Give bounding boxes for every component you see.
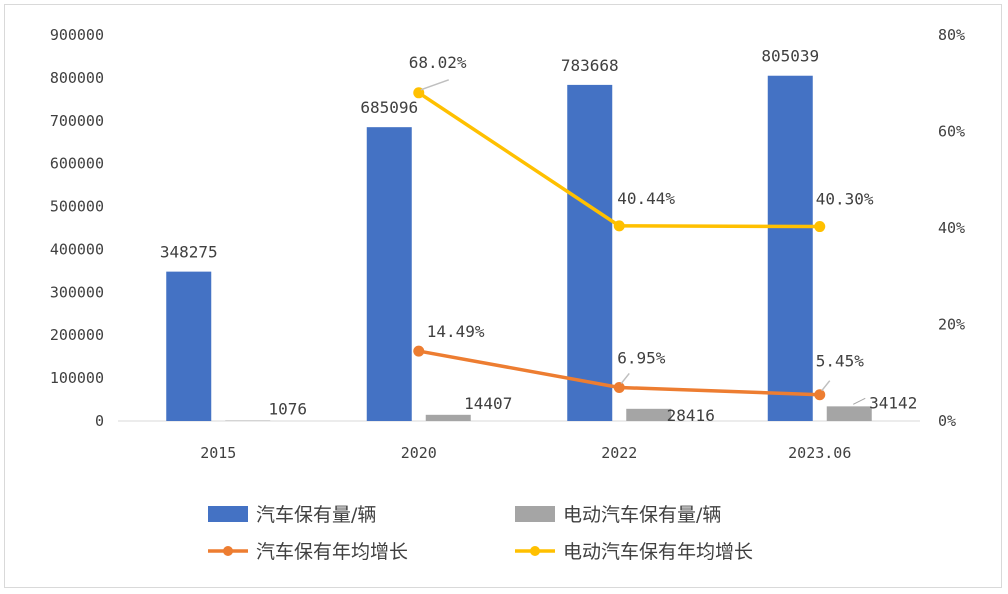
legend-label: 汽车保有量/辆 [256, 504, 376, 526]
leader-line [821, 380, 831, 392]
y-right-tick-label: 60% [938, 123, 965, 141]
y-left-tick-label: 500000 [50, 198, 104, 216]
line-point [613, 220, 625, 232]
y-left-tick-label: 800000 [50, 69, 104, 87]
bar-data-label: 14407 [464, 394, 512, 413]
bar [626, 408, 672, 421]
line-point [814, 389, 826, 401]
line-data-label: 14.49% [427, 322, 485, 341]
y-left-tick-label: 0 [95, 412, 104, 430]
y-left-tick-label: 900000 [50, 26, 104, 44]
legend-swatch-marker [223, 546, 233, 556]
bar [567, 84, 613, 422]
x-tick-label: 2023.06 [788, 444, 851, 462]
leader-line [420, 79, 450, 91]
y-right-tick-label: 20% [938, 316, 965, 334]
bar [826, 406, 872, 421]
y-left-tick-label: 600000 [50, 155, 104, 173]
bar [366, 127, 412, 422]
x-tick-label: 2020 [401, 444, 437, 462]
line-data-label: 5.45% [816, 352, 865, 371]
y-right-tick-label: 0% [938, 412, 956, 430]
bar [166, 271, 212, 421]
bar [767, 75, 813, 421]
x-tick-label: 2015 [200, 444, 236, 462]
legend-label: 电动汽车保有量/辆 [563, 504, 721, 526]
y-right-tick-label: 40% [938, 219, 965, 237]
bar-data-label: 348275 [160, 243, 218, 262]
leader-line [620, 372, 630, 384]
y-left-tick-label: 300000 [50, 283, 104, 301]
line-data-label: 6.95% [617, 348, 666, 367]
bar-data-label: 28416 [667, 406, 715, 425]
legend-swatch [208, 506, 248, 522]
legend-label: 汽车保有年均增长 [256, 541, 408, 563]
legend-label: 电动汽车保有年均增长 [563, 541, 753, 563]
bar-data-label: 805039 [761, 47, 819, 66]
bar-data-label: 783668 [561, 56, 619, 75]
line-point [413, 345, 425, 357]
y-left-tick-label: 400000 [50, 240, 104, 258]
y-left-tick-label: 200000 [50, 326, 104, 344]
line-data-label: 40.30% [816, 190, 874, 209]
line-data-label: 40.44% [617, 189, 675, 208]
bar-data-label: 1076 [268, 400, 307, 419]
bar-data-label: 685096 [360, 98, 418, 117]
line-data-label: 68.02% [409, 53, 467, 72]
bar [425, 414, 471, 421]
legend-swatch [515, 506, 555, 522]
y-left-tick-label: 100000 [50, 369, 104, 387]
x-tick-label: 2022 [601, 444, 637, 462]
y-right-tick-label: 80% [938, 26, 965, 44]
line-point [613, 381, 625, 393]
line-point [814, 221, 826, 233]
leader-line [853, 397, 866, 405]
legend-swatch-marker [530, 546, 540, 556]
y-left-tick-label: 700000 [50, 112, 104, 130]
bar-data-label: 34142 [869, 393, 917, 412]
